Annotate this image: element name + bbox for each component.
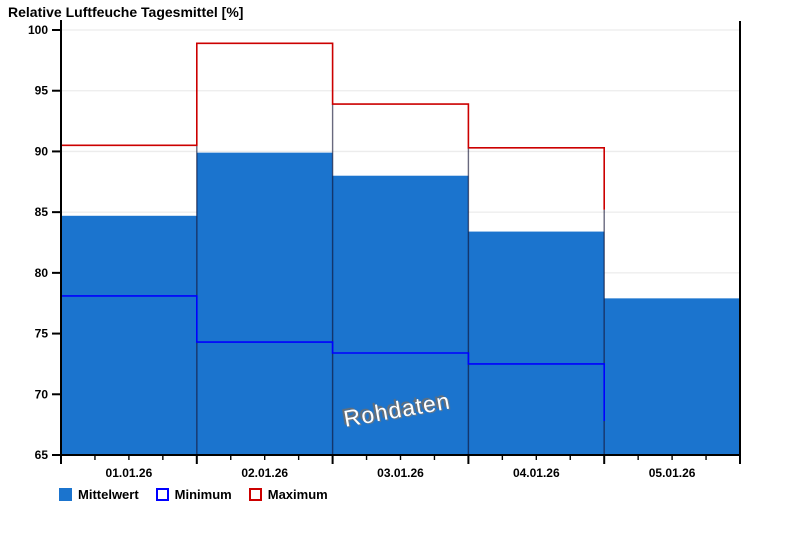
- chart-title: Relative Luftfeuche Tagesmittel [%]: [8, 4, 244, 20]
- x-category-label: 01.01.26: [106, 466, 153, 480]
- mean-bar: [332, 175, 469, 455]
- mean-bar: [604, 298, 740, 455]
- legend-label-maximum: Maximum: [267, 487, 328, 502]
- y-tick-label: 75: [35, 327, 49, 341]
- legend-item-mittelwert: Mittelwert: [59, 487, 139, 502]
- x-category-label: 05.01.26: [649, 466, 696, 480]
- legend-swatch-minimum: [155, 488, 169, 501]
- mean-bar: [61, 215, 197, 455]
- y-tick-label: 90: [35, 144, 49, 158]
- legend-label-mittelwert: Mittelwert: [78, 487, 139, 502]
- y-tick-label: 95: [35, 84, 49, 98]
- minimum-step-line: [61, 295, 605, 421]
- y-tick-label: 100: [28, 23, 48, 37]
- mean-bar: [196, 152, 333, 455]
- x-category-label: 04.01.26: [513, 466, 560, 480]
- mean-bar: [468, 231, 605, 455]
- legend-item-maximum: Maximum: [248, 487, 328, 502]
- y-tick-label: 80: [35, 266, 49, 280]
- x-category-label: 02.01.26: [241, 466, 288, 480]
- x-category-label: 03.01.26: [377, 466, 424, 480]
- legend-swatch-mittelwert: [59, 488, 72, 501]
- maximum-step-line: [61, 42, 605, 210]
- legend: Mittelwert Minimum Maximum: [59, 487, 345, 502]
- y-tick-label: 85: [35, 205, 49, 219]
- legend-swatch-maximum: [248, 488, 262, 501]
- legend-label-minimum: Minimum: [174, 487, 232, 502]
- legend-item-minimum: Minimum: [155, 487, 232, 502]
- y-tick-label: 70: [35, 387, 49, 401]
- y-tick-label: 65: [35, 448, 49, 462]
